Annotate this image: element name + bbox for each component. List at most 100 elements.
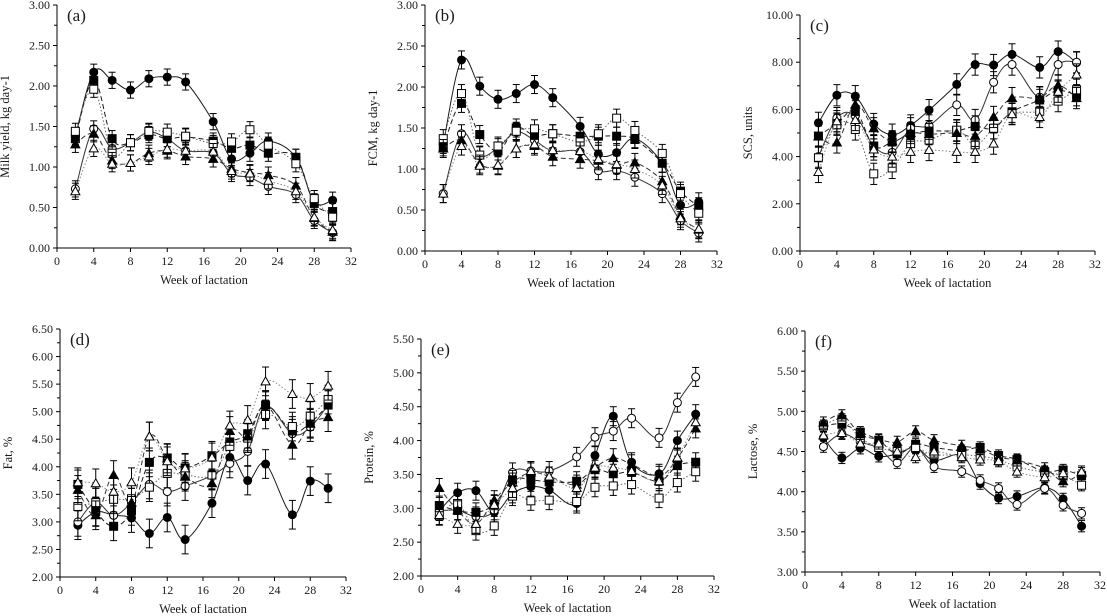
x-tick-label: 32 [1094,578,1106,592]
y-tick-label: 0.00 [397,244,418,258]
panel-label: (c) [810,16,829,35]
data-point-triangle [161,455,173,466]
data-point-triangle [905,127,916,137]
series-open-triangle [818,426,1087,484]
data-point-triangle [1071,92,1082,103]
y-tick-label: 6.50 [32,322,53,336]
panel-f: 0 4 8 12 16 20 24 28 32 3.00 3.50 4.00 4.50 5.00 5.50 6… [746,324,1106,611]
x-tick-label: 20 [983,578,995,592]
series-line [439,422,697,527]
data-point-triangle [868,122,880,133]
y-axis-title: Protein, % [362,431,376,484]
data-point-triangle [690,416,702,427]
data-point-circle [654,433,664,443]
data-point-triangle [433,509,445,520]
y-tick-label: 2.00 [772,197,793,211]
data-point-circle [107,75,117,85]
data-point-triangle [126,497,137,507]
y-tick-label: 0.50 [29,201,50,215]
data-point-circle [144,74,154,84]
x-tick-label: 20 [233,583,245,597]
data-point-circle [162,512,172,522]
y-tick-label: 3.50 [393,467,414,481]
data-point-triangle [813,166,824,176]
x-tick-label: 0 [54,254,60,268]
y-tick-label: 4.50 [32,432,53,446]
x-tick-label: 16 [197,583,209,597]
data-point-circle [989,77,999,87]
data-point-triangle [529,138,540,149]
y-tick-label: 3.00 [393,501,414,515]
data-point-triangle [290,185,302,196]
series-filled-triangle [813,74,1082,154]
data-point-circle [952,79,962,89]
data-point-triangle [928,445,940,456]
x-tick-label: 20 [598,582,610,596]
series-open-triangle [433,412,702,534]
data-point-square [489,521,499,531]
data-point-triangle [891,436,903,446]
data-point-triangle [224,419,236,430]
data-point-triangle [452,504,463,515]
data-point-square [672,478,682,488]
data-point-square [694,208,704,218]
data-point-triangle [510,142,522,153]
data-point-square [593,129,603,139]
x-tick-label: 28 [304,583,316,597]
y-tick-label: 5.00 [393,366,414,380]
y-axis-title: Lactose, % [746,424,760,480]
data-point-square [612,131,622,141]
data-point-triangle [226,165,237,176]
y-tick-label: 2.00 [29,79,50,93]
data-point-circle [208,117,218,127]
data-point-triangle [1057,475,1069,486]
y-tick-label: 1.00 [397,162,418,176]
y-tick-label: 6.00 [777,324,798,338]
x-tick-label: 24 [1015,257,1027,271]
data-point-triangle [675,212,686,223]
y-axis-title: Milk yield, kg day-1 [0,75,12,178]
data-point-triangle [923,128,935,139]
data-point-square [126,138,135,148]
x-tick-label: 32 [345,254,357,268]
x-tick-label: 28 [1057,578,1069,592]
data-point-circle [572,452,582,462]
data-point-circle [1040,483,1050,493]
data-point-square [511,126,521,136]
data-point-triangle [818,429,829,440]
data-point-circle [970,60,980,70]
data-point-circle [975,475,985,485]
data-point-circle [323,483,333,493]
data-point-square [144,126,154,136]
data-point-triangle [488,499,500,509]
data-point-circle [457,55,466,65]
panel-a: 0 4 8 12 16 20 24 28 32 0.00 0.50 1.00 1.50 2.00 2.50 3… [0,0,357,287]
data-point-triangle [260,399,271,410]
y-tick-label: 4.00 [777,485,798,499]
y-tick-label: 1.50 [397,121,418,135]
y-tick-label: 0.50 [397,203,418,217]
data-point-triangle [849,99,861,109]
data-point-square [162,127,172,137]
data-point-triangle [72,476,84,487]
data-point-triangle [849,114,861,125]
x-axis-title: Week of lactation [527,276,616,290]
panel-label: (b) [435,6,455,25]
panel-c: 0 4 8 12 16 20 24 28 32 0.00 2.00 4.00 6.00 8.00 10.00… [741,8,1101,290]
data-point-square [544,495,554,505]
data-point-square [109,521,119,531]
data-point-square [691,467,701,477]
data-point-triangle [988,111,999,121]
data-point-circle [924,105,934,115]
x-tick-label: 12 [529,257,541,271]
y-tick-label: 2.50 [393,535,414,549]
data-point-square [1077,480,1087,490]
data-point-triangle [206,477,218,488]
data-point-triangle [470,518,482,528]
data-point-triangle [928,434,940,445]
y-tick-label: 4.00 [393,434,414,448]
data-point-circle [832,90,842,100]
x-tick-label: 8 [491,582,497,596]
data-point-triangle [70,138,81,149]
series-line [438,428,697,525]
